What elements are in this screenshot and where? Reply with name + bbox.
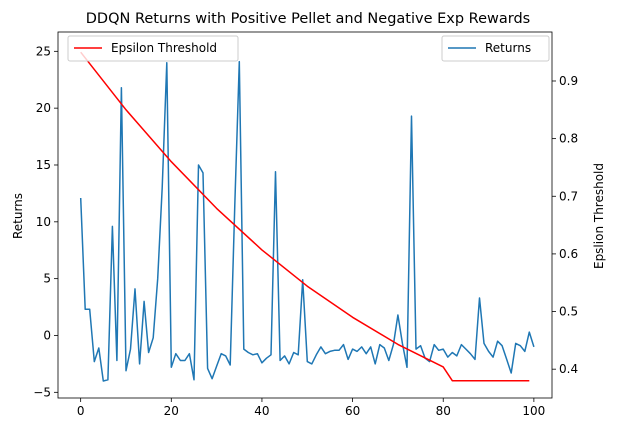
y-tick-label: 0: [43, 328, 51, 342]
y2-tick-label: 0.6: [559, 247, 578, 261]
y2-tick-label: 0.7: [559, 189, 578, 203]
y-tick-label: 20: [36, 101, 51, 115]
x-tick-label: 40: [254, 404, 269, 418]
y-tick-label: 10: [36, 215, 51, 229]
x-tick-label: 20: [164, 404, 179, 418]
y2-axis-label: Epslion Threshold: [592, 163, 606, 269]
legend-epsilon: Epsilon Threshold: [67, 35, 239, 62]
legend-epsilon-box: [67, 35, 239, 62]
legend-epsilon-label: Epsilon Threshold: [111, 41, 217, 55]
axes: 0 20 40 60 80 100 −5 0 5 10 15 20 25 0.4 0.5 0.6 0.7 0.8 0…: [33, 44, 578, 418]
legend-returns-box: [441, 35, 550, 62]
x-tick-label: 60: [345, 404, 360, 418]
y-axis-label: Returns: [11, 193, 25, 239]
y2-tick-label: 0.4: [559, 362, 578, 376]
series-line-returns: [79, 60, 535, 382]
y2-tick-label: 0.9: [559, 74, 578, 88]
legend-returns: Returns: [441, 35, 550, 62]
x-tick-label: 0: [77, 404, 85, 418]
plot-area: [79, 51, 535, 382]
chart-title: DDQN Returns with Positive Pellet and Ne…: [86, 11, 530, 27]
y-tick-label: 25: [36, 44, 51, 58]
y-tick-label: 5: [43, 272, 51, 286]
legend-returns-label: Returns: [485, 41, 531, 55]
x-tick-label: 80: [436, 404, 451, 418]
y2-tick-label: 0.5: [559, 305, 578, 319]
y-tick-label: 15: [36, 158, 51, 172]
y2-tick-label: 0.8: [559, 132, 578, 146]
plot-frame: [57, 31, 553, 399]
series-line-epsilon: [80, 51, 530, 382]
y-tick-label: −5: [33, 385, 51, 399]
x-tick-label: 100: [522, 404, 545, 418]
